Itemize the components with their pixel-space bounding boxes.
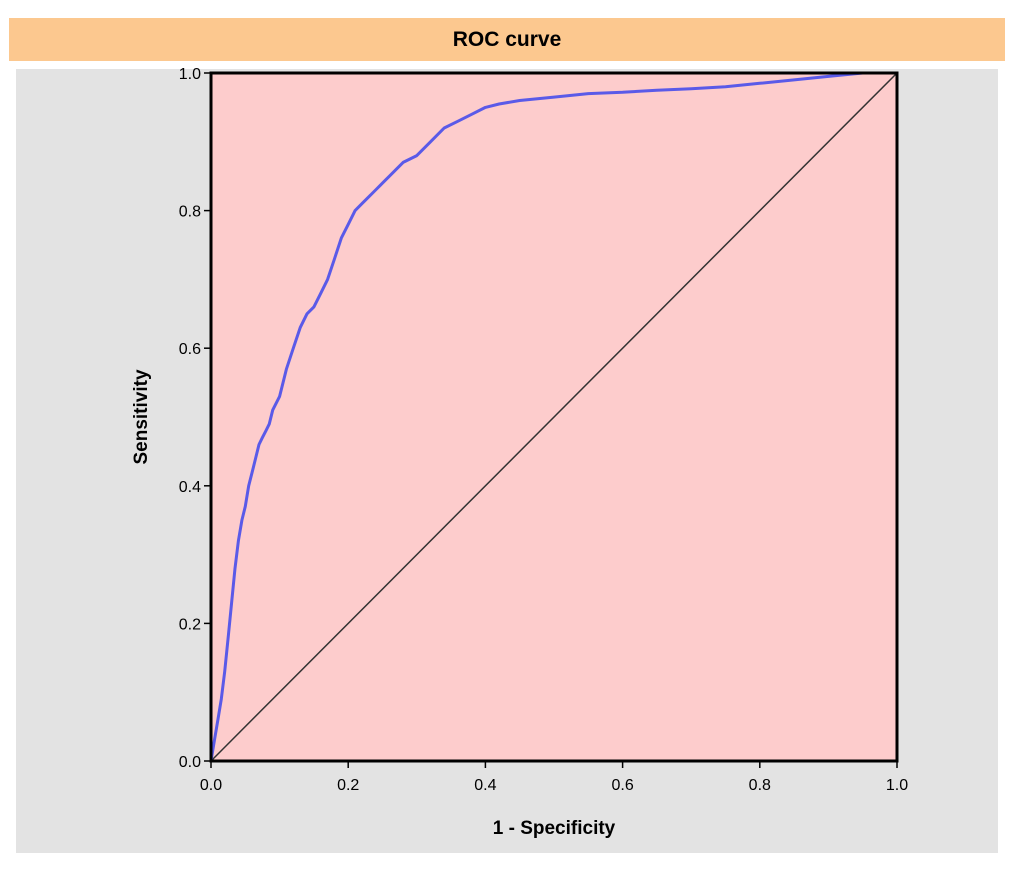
chart-title: ROC curve bbox=[452, 27, 562, 51]
y-tick-label: 0.6 bbox=[179, 341, 201, 358]
x-tick-label: 0.0 bbox=[200, 777, 222, 794]
x-tick-label: 0.4 bbox=[474, 777, 496, 794]
x-axis-label: 1 - Specificity bbox=[493, 818, 616, 839]
tick-layer: 0.0 0.2 0.4 0.6 0.8 1.0 0.0 0.2 0.4 0.6 0.8 1.0 bbox=[179, 66, 908, 794]
y-axis-label: Sensitivity bbox=[131, 369, 152, 464]
plot-frame bbox=[209, 71, 899, 763]
x-tick-label: 0.8 bbox=[749, 777, 771, 794]
y-tick-label: 0.0 bbox=[179, 754, 201, 771]
y-tick-label: 1.0 bbox=[179, 66, 201, 83]
roc-curve-line bbox=[209, 71, 897, 762]
y-tick-label: 0.8 bbox=[179, 204, 201, 221]
series-layer bbox=[209, 71, 898, 762]
x-tick-label: 0.6 bbox=[611, 777, 633, 794]
x-tick-label: 0.2 bbox=[337, 777, 359, 794]
chart-title-bar: ROC curve bbox=[9, 18, 1005, 61]
reference-diagonal-line bbox=[210, 72, 898, 762]
y-tick-label: 0.4 bbox=[179, 479, 201, 496]
y-tick-label: 0.2 bbox=[179, 616, 201, 633]
x-tick-label: 1.0 bbox=[886, 777, 908, 794]
